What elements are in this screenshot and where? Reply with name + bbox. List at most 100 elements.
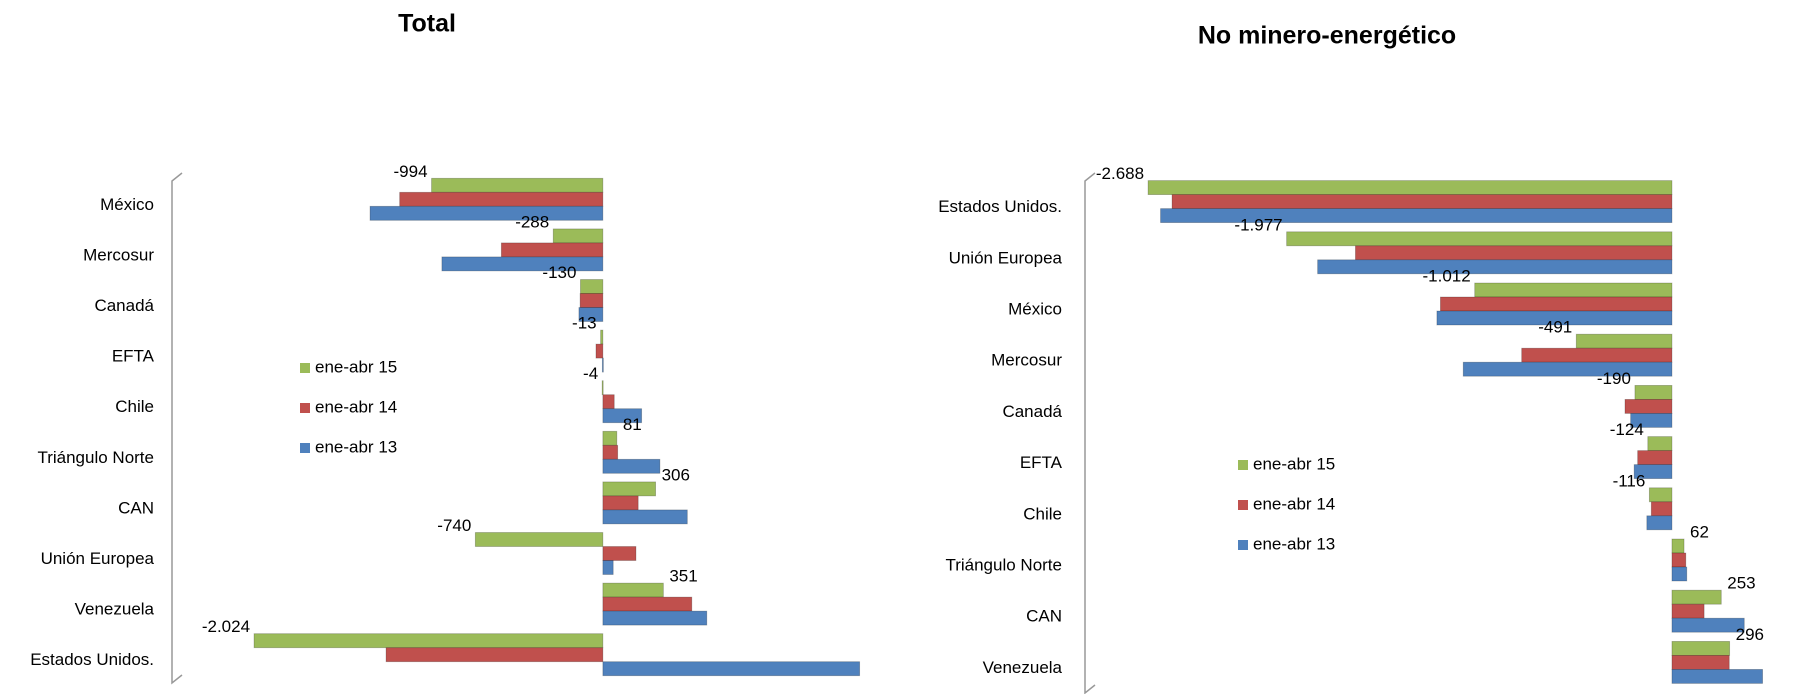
category-label: Estados Unidos. <box>30 650 154 669</box>
bar <box>500 242 604 258</box>
bar <box>602 481 657 497</box>
legend-label: ene-abr 13 <box>315 437 397 456</box>
legend-swatch <box>1238 540 1248 550</box>
bar <box>1147 180 1673 196</box>
value-label: 296 <box>1736 625 1764 644</box>
bar <box>441 256 604 272</box>
value-label: -491 <box>1538 318 1572 337</box>
value-label: -13 <box>572 314 597 333</box>
bar <box>602 596 693 612</box>
category-label: Venezuela <box>983 658 1063 677</box>
value-label: -1.012 <box>1423 266 1471 285</box>
bar <box>1634 384 1673 400</box>
category-label: EFTA <box>1020 453 1063 472</box>
value-label: -124 <box>1610 420 1644 439</box>
bar <box>1633 464 1673 480</box>
value-label: -1.977 <box>1234 215 1282 234</box>
bar <box>1171 194 1673 210</box>
bar <box>1650 501 1673 517</box>
value-label: 306 <box>662 465 690 484</box>
bar <box>1436 310 1673 326</box>
value-label: 81 <box>623 415 642 434</box>
bar <box>602 458 661 474</box>
axis-bracket <box>171 172 183 685</box>
bar <box>1160 208 1673 224</box>
category-label: Triángulo Norte <box>945 555 1062 574</box>
bar <box>1671 669 1763 684</box>
category-label: Chile <box>1023 504 1062 523</box>
legend-swatch <box>1238 500 1248 510</box>
bar <box>1575 333 1673 349</box>
value-label: -4 <box>583 364 598 383</box>
bar <box>1624 398 1673 414</box>
value-label: 62 <box>1690 522 1709 541</box>
bar <box>602 546 637 561</box>
bar <box>1440 296 1673 312</box>
legend-label: ene-abr 13 <box>1253 534 1335 553</box>
category-label: EFTA <box>112 347 155 366</box>
value-label: -288 <box>515 212 549 231</box>
bar <box>253 633 604 649</box>
bar <box>602 408 643 424</box>
bar <box>399 191 604 207</box>
value-label: -994 <box>394 162 428 181</box>
bar <box>580 279 604 294</box>
bar <box>552 228 604 244</box>
category-label: Unión Europea <box>41 549 155 568</box>
value-label: 351 <box>669 567 697 586</box>
bar <box>600 329 604 345</box>
category-label: Mercosur <box>991 351 1062 370</box>
bar <box>369 205 604 221</box>
bar <box>385 647 604 663</box>
bar <box>1648 487 1673 503</box>
legend-swatch <box>300 403 310 413</box>
legend-label: ene-abr 15 <box>315 357 397 376</box>
bar <box>1671 552 1687 568</box>
legend-label: ene-abr 15 <box>1253 454 1335 473</box>
bar <box>602 582 664 598</box>
bar <box>1317 259 1673 275</box>
bar <box>1671 589 1722 605</box>
category-label: Estados Unidos. <box>938 197 1062 216</box>
legend-swatch <box>1238 460 1248 470</box>
bar <box>602 495 639 511</box>
bar <box>601 357 604 373</box>
bar <box>602 430 618 446</box>
bar <box>601 380 604 396</box>
bar <box>602 610 708 626</box>
category-label: CAN <box>118 498 154 517</box>
category-label: Canadá <box>1002 402 1062 421</box>
bar <box>1671 617 1745 633</box>
value-label: -2.688 <box>1096 164 1144 183</box>
bar <box>602 661 861 677</box>
bar <box>1671 538 1685 554</box>
bar <box>1355 245 1673 261</box>
category-label: Mercosur <box>83 245 154 264</box>
bar <box>431 177 604 193</box>
axis-bracket <box>1084 172 1096 694</box>
bar <box>1647 436 1673 452</box>
category-label: México <box>100 195 154 214</box>
value-label: -2.024 <box>202 617 250 636</box>
bar <box>1637 450 1673 466</box>
category-label: Chile <box>115 397 154 416</box>
category-label: México <box>1008 299 1062 318</box>
bar <box>1671 655 1730 670</box>
bar <box>1646 515 1673 531</box>
category-label: CAN <box>1026 607 1062 626</box>
bar <box>1462 361 1673 377</box>
bar <box>602 509 688 525</box>
bar <box>579 293 604 308</box>
category-label: Unión Europea <box>949 248 1063 267</box>
legend-label: ene-abr 14 <box>315 397 397 416</box>
legend-label: ene-abr 14 <box>1253 494 1335 513</box>
bar <box>602 394 615 410</box>
chart-title: Total <box>398 10 456 38</box>
value-label: -116 <box>1613 471 1646 490</box>
bar <box>1671 566 1688 582</box>
value-label: -130 <box>542 263 576 282</box>
category-label: Triángulo Norte <box>37 448 154 467</box>
bar <box>1474 282 1673 298</box>
bar <box>595 343 604 359</box>
